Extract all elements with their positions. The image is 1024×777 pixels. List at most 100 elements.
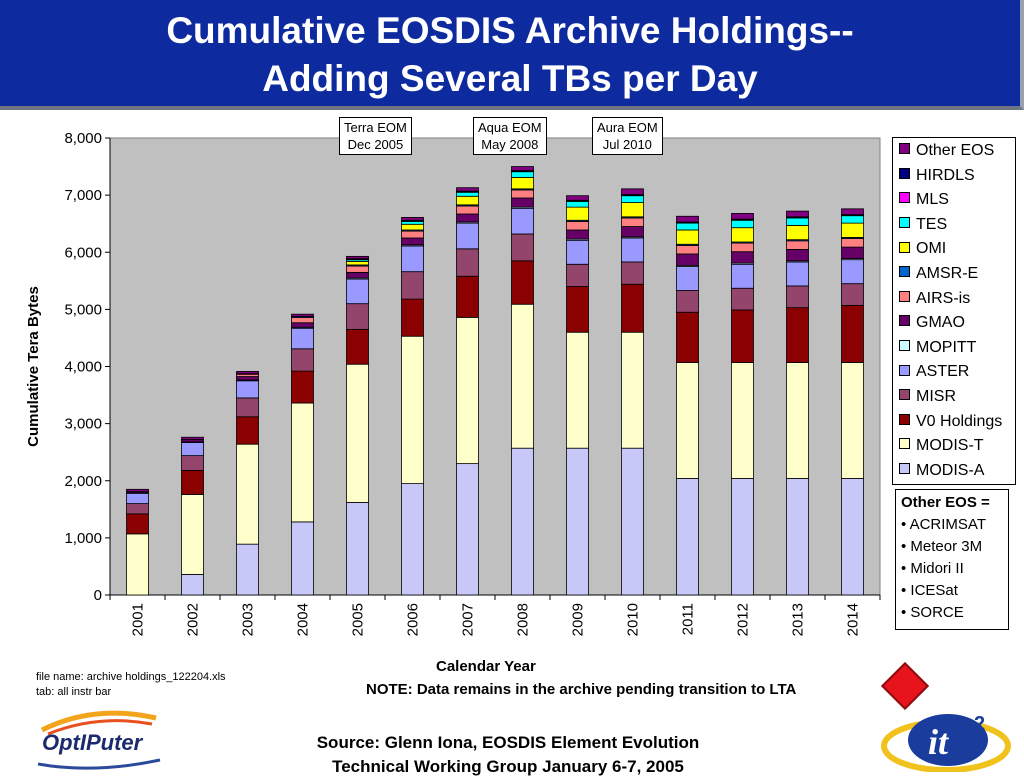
it2-logo: it 2: [881, 713, 1011, 772]
legend-swatch: [899, 143, 910, 155]
bar-segment-omi: [566, 206, 589, 221]
bar-segment-other-eos: [346, 255, 369, 260]
bar-segment-v0-holdings: [676, 311, 699, 363]
x-tick-label: 2005: [350, 603, 367, 636]
bar-segment-misr: [566, 263, 589, 287]
bar-segment-v0-holdings: [786, 307, 809, 363]
bar-segment-other-eos: [456, 187, 479, 192]
x-tick-label: 2003: [240, 603, 257, 636]
bar-segment-modis-a: [346, 502, 369, 596]
legend-label: AMSR-E: [916, 265, 979, 282]
bar-segment-other-eos: [676, 215, 699, 223]
x-tick-label: 2006: [405, 603, 422, 636]
bar-segment-other-eos: [786, 210, 809, 218]
bar-segment-v0-holdings: [841, 304, 864, 363]
bar-segment-misr: [126, 503, 149, 515]
bar-segment-other-eos: [181, 436, 204, 440]
bar-segment-aster: [346, 278, 369, 305]
legend-item: MODIS-A: [899, 459, 984, 483]
other-eos-item: • Meteor 3M: [901, 538, 983, 555]
bar-segment-modis-t: [841, 362, 864, 479]
y-tick-label: 2,000: [64, 473, 102, 490]
bar-segment-misr: [346, 303, 369, 330]
bar-segment-omi: [676, 229, 699, 245]
legend-swatch: [899, 340, 910, 352]
bar-segment-gmao: [346, 271, 369, 279]
bar-segment-other-eos: [511, 166, 534, 171]
plot-area: [109, 137, 881, 596]
other-eos-item: • Midori II: [901, 560, 964, 577]
bar-segment-modis-a: [731, 478, 754, 596]
x-tick-label: 2009: [570, 603, 587, 636]
bar-segment-other-eos: [621, 188, 644, 195]
bar-segment-aster: [291, 327, 314, 350]
bar-segment-other-eos: [401, 217, 424, 221]
bar-segment-modis-a: [236, 543, 259, 596]
bar-segment-v0-holdings: [731, 309, 754, 363]
bar-segment-airs-is: [346, 265, 369, 273]
bar-segment-misr: [731, 287, 754, 311]
bar-segment-aster: [181, 442, 204, 457]
source-line-2: Technical Working Group January 6-7, 200…: [332, 757, 684, 776]
x-tick-label: 2004: [295, 603, 312, 636]
bar-segment-v0-holdings: [566, 286, 589, 333]
legend-label: AIRS-is: [916, 289, 971, 307]
legend-item: TES: [899, 213, 947, 237]
bar-segment-modis-t: [786, 362, 809, 479]
optiputer-logo: OptIPuter: [34, 708, 164, 772]
legend-label: OMI: [916, 240, 947, 258]
bar-segment-modis-a: [676, 478, 699, 596]
legend-label: MISR: [916, 388, 956, 405]
bar-segment-airs-is: [456, 205, 479, 215]
bar-segment-modis-a: [511, 447, 534, 596]
bar-segment-omi: [841, 222, 864, 238]
legend-label: MLS: [916, 191, 949, 209]
callout-line: Terra EOM: [344, 120, 407, 135]
callout-aqua-eom: Aqua EOM May 2008: [473, 117, 547, 155]
stacked-bar-chart: 0 1,000 2,000 3,000 4,000 5,000 6,000 7,000 8,00…: [25, 130, 881, 636]
bar-segment-modis-t: [346, 363, 369, 503]
bar-segment-gmao: [676, 253, 699, 266]
callout-line: Aura EOM: [597, 120, 658, 135]
legend-label: HIRDLS: [916, 166, 975, 184]
bar-segment-aster: [676, 266, 699, 291]
bar-segment-omi: [621, 202, 644, 218]
bar-segment-v0-holdings: [456, 275, 479, 318]
chart-legend: Other EOS HIRDLS MLS TES OMI AMSR-E AIRS-is GMA…: [892, 137, 1016, 485]
legend-swatch: [899, 192, 910, 204]
bar-segment-gmao: [236, 376, 259, 381]
y-tick-label: 1,000: [64, 530, 102, 547]
bar-segment-modis-a: [401, 483, 424, 596]
bar-segment-misr: [621, 261, 644, 285]
bar-segment-gmao: [401, 237, 424, 246]
bar-segment-gmao: [511, 197, 534, 208]
legend-swatch: [899, 413, 910, 425]
y-tick-label: 6,000: [64, 244, 102, 261]
other-eos-item: • ACRIMSAT: [901, 516, 986, 533]
it2-logo-superscript: 2: [974, 713, 985, 735]
bar-segment-misr: [676, 290, 699, 313]
bar-segment-omi: [401, 223, 424, 231]
bar-segment-v0-holdings: [511, 260, 534, 305]
bar-segment-aster: [621, 237, 644, 263]
callout-line: Dec 2005: [347, 137, 404, 152]
bar-segment-modis-t: [731, 362, 754, 479]
bar-segment-misr: [456, 248, 479, 277]
bar-segment-v0-holdings: [346, 328, 369, 365]
legend-item: AMSR-E: [899, 262, 978, 286]
legend-swatch: [899, 266, 910, 278]
bar-segment-modis-a: [566, 447, 589, 596]
bar-segment-aster: [456, 222, 479, 250]
bar-segment-airs-is: [621, 217, 644, 227]
bar-segment-misr: [841, 283, 864, 306]
x-tick-label: 2013: [790, 603, 807, 636]
x-tick-label: 2012: [735, 603, 752, 636]
legend-item: OMI: [899, 237, 946, 261]
bar-segment-other-eos: [126, 488, 149, 493]
bar-segment-modis-a: [786, 478, 809, 596]
y-tick-label: 4,000: [64, 359, 102, 376]
bar-segment-gmao: [731, 251, 754, 264]
bar-segment-omi: [456, 195, 479, 206]
bar-segment-omi: [346, 261, 369, 266]
x-tick-label: 2001: [130, 603, 147, 636]
